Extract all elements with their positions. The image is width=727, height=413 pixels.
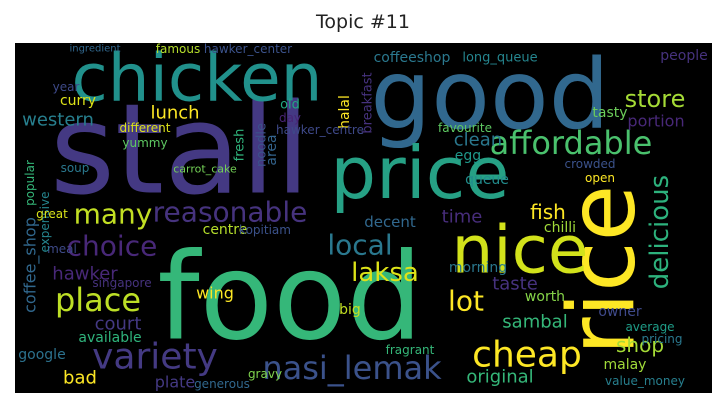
word: hawker_center [204,42,292,56]
word: gravy [248,367,282,381]
word: local [327,229,392,262]
word: decent [364,213,416,231]
word: kopitiam [239,223,291,237]
word: court [95,314,142,335]
word: famous [156,42,200,56]
word: choice [67,230,158,263]
word: pricing [641,332,682,346]
word: food [157,229,422,368]
word: egg [455,148,481,164]
word: generous [194,377,250,391]
word: crowded [564,157,615,171]
word: different [120,121,171,135]
word: favourite [438,121,492,135]
word: lunch [150,103,199,124]
word: google [18,347,65,363]
word: store [625,85,686,113]
word: breakfast [361,72,376,133]
word: western [22,110,94,131]
word: hawker [52,264,118,285]
word: owner [598,304,642,320]
word: day [279,111,301,125]
word: lot [448,285,484,318]
word: fragrant [386,343,435,357]
word: original [466,367,533,388]
word: value_money [605,374,685,388]
word: soup [61,161,90,175]
word: yummy [122,136,167,150]
word: affordable [490,124,653,162]
word: chilli [544,220,576,236]
word: taste [492,274,538,295]
word: popular [23,160,37,206]
word: year [53,80,80,94]
word: centre [203,222,248,238]
word: clean [454,130,502,151]
word: area [264,134,280,165]
word: meal [47,242,77,256]
word: queue [465,172,509,188]
word: laksa [351,258,419,288]
word: many [74,198,153,231]
word: coffeeshop [374,50,451,66]
word: coffee_shop [21,217,41,313]
word: fish [530,200,566,224]
word: nice [451,212,588,289]
word: people [660,48,707,64]
word: big [339,302,361,318]
word: ingredient [69,44,120,55]
word: good [370,39,609,151]
word: chicken [71,40,322,117]
word: malay [604,357,647,373]
word: price [330,131,509,215]
word: open [585,171,615,185]
word: noodle [255,123,270,167]
word: great [36,207,68,221]
word: time [442,207,483,228]
word: worth [525,289,565,305]
word: long_queue [462,51,537,66]
word: tasty [592,105,627,121]
word: expensive [38,192,52,253]
cloud-background [15,43,712,393]
word: sambal [502,312,567,333]
word: available [78,330,141,346]
word: portion [627,112,684,131]
word: place [55,281,141,319]
word: rice [549,185,656,356]
word: reasonable [153,196,308,229]
word: average [625,320,674,334]
word: old [280,98,300,113]
chart-title: Topic #11 [315,11,410,33]
word: hawker_centre [276,123,364,137]
word: carrot_cake [173,163,237,176]
word: singapore [92,276,151,290]
word: plate [155,373,196,392]
word: shop [616,333,664,357]
word: curry [60,93,96,109]
word: bad [63,368,97,389]
word: halal [337,95,353,129]
word: morning [449,260,507,276]
word: delicious [645,175,675,289]
word: wing [196,284,234,303]
word: cheap [472,335,582,376]
word: variety [92,337,218,378]
word: fresh [233,129,248,162]
word: nasi_lemak [262,349,442,387]
word: stall [50,78,310,223]
